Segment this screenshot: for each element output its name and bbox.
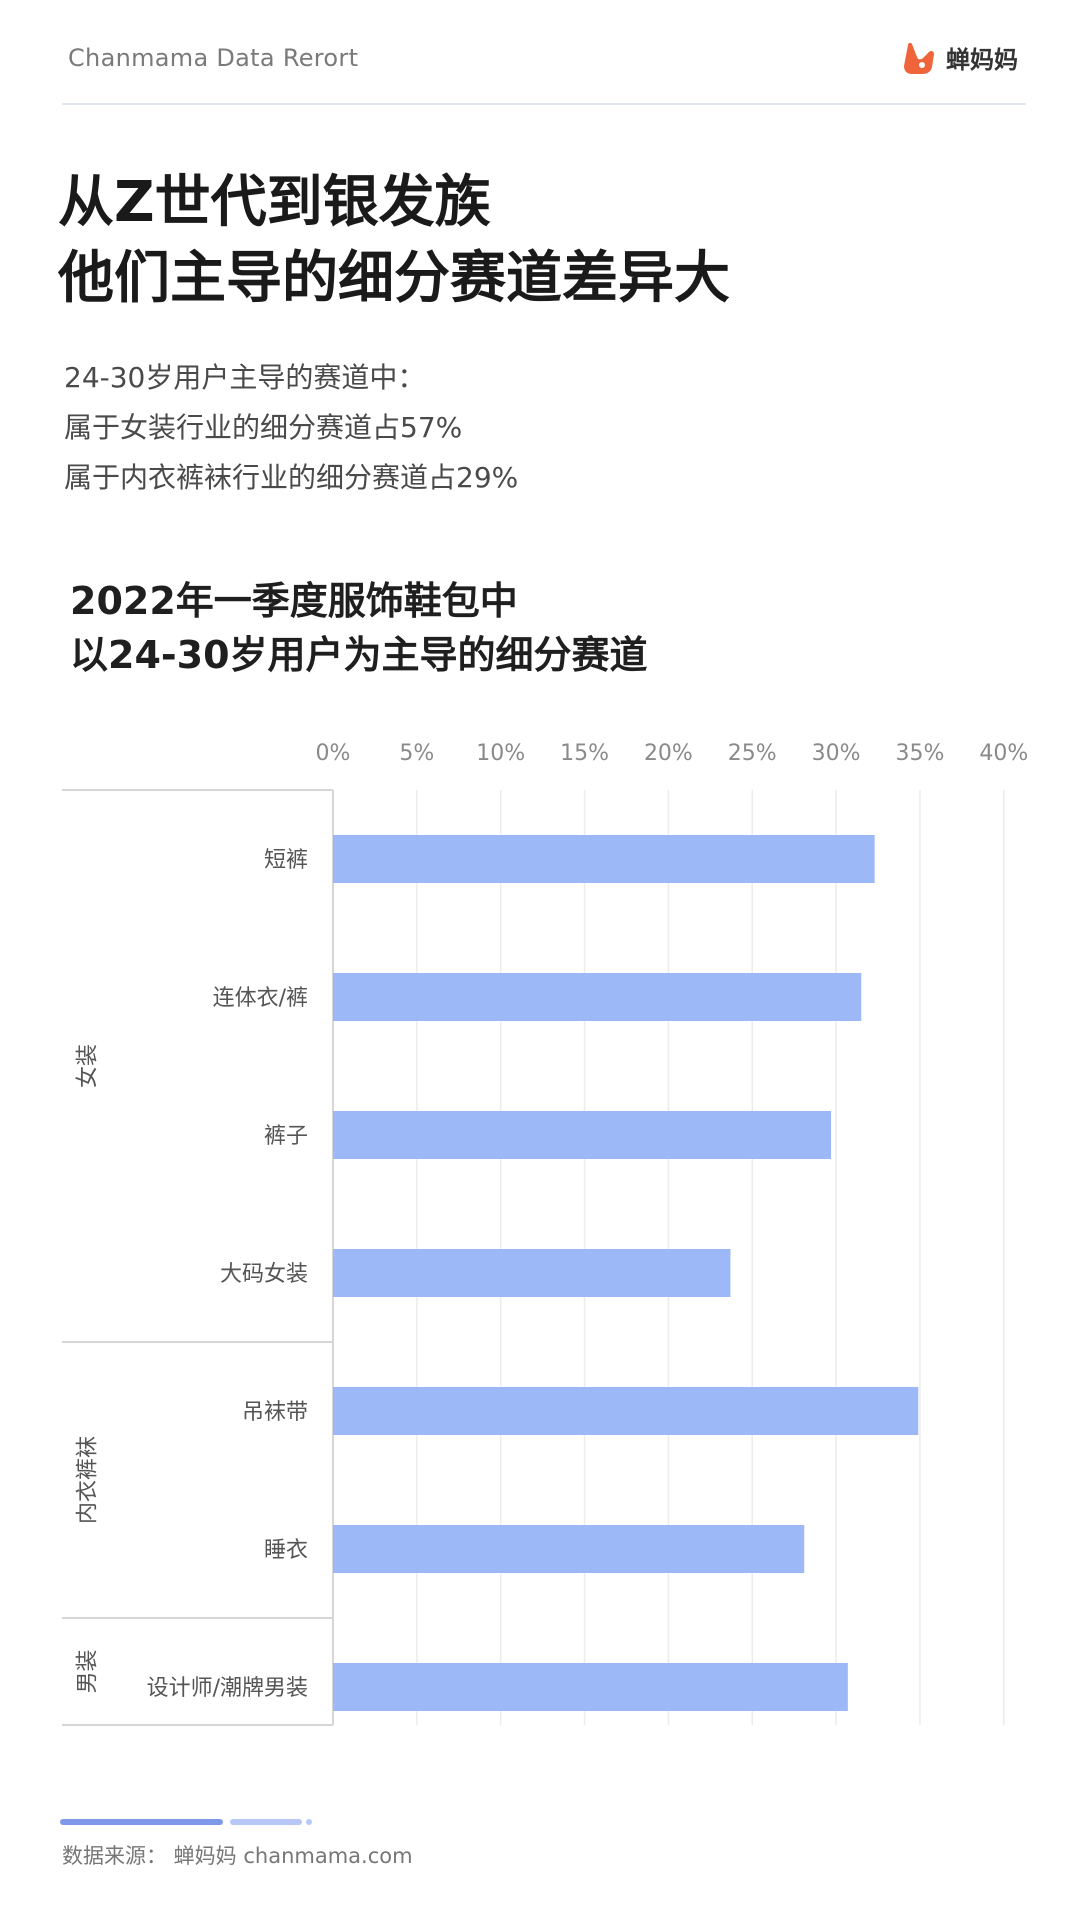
logo-text: 蝉妈妈 — [946, 46, 1018, 74]
page-progress-segment — [230, 1819, 302, 1825]
bar — [333, 973, 862, 1021]
bar — [333, 1387, 919, 1435]
x-tick-label: 35% — [895, 741, 944, 766]
logo: 蝉妈妈 — [902, 40, 1018, 75]
bar — [333, 1111, 832, 1159]
bar — [333, 1249, 731, 1297]
page-title: 从Z世代到银发族 他们主导的细分赛道差异大 — [58, 165, 730, 317]
category-label: 连体衣/裤 — [213, 986, 308, 1011]
category-label: 吊袜带 — [242, 1400, 308, 1425]
x-tick-label: 0% — [316, 741, 351, 766]
page-progress-segment — [60, 1819, 223, 1825]
intro-text: 24-30岁用户主导的赛道中： 属于女装行业的细分赛道占57% 属于内衣裤袜行业… — [64, 353, 518, 503]
category-label: 睡衣 — [264, 1538, 308, 1563]
intro-line-2: 属于女装行业的细分赛道占57% — [64, 411, 463, 444]
group-label: 男装 — [76, 1649, 101, 1693]
page-title-line-1: 从Z世代到银发族 — [58, 170, 491, 235]
bar-chart: 0% 5% 10% 15% 20% 25% 30% 35% 40% 短裤连体衣/裤裤子大码女装吊袜… — [62, 741, 1028, 1726]
x-tick-label: 10% — [476, 741, 525, 766]
category-label: 设计师/潮牌男装 — [147, 1676, 308, 1701]
chart-title-line-1: 2022年一季度服饰鞋包中 — [70, 579, 518, 623]
category-label: 裤子 — [264, 1124, 308, 1149]
page-progress-dot — [306, 1819, 312, 1825]
x-tick-label: 20% — [644, 741, 693, 766]
intro-line-1: 24-30岁用户主导的赛道中： — [64, 361, 426, 394]
category-label: 短裤 — [264, 848, 308, 873]
bar — [333, 1663, 848, 1711]
intro-line-3: 属于内衣裤袜行业的细分赛道占29% — [64, 461, 519, 494]
page-title-line-2: 他们主导的细分赛道差异大 — [58, 246, 730, 311]
header-divider — [62, 103, 1026, 105]
report-brand: Chanmama Data Rerort — [68, 44, 359, 72]
chart-title: 2022年一季度服饰鞋包中 以24-30岁用户为主导的细分赛道 — [70, 574, 648, 682]
x-tick-label: 5% — [399, 741, 434, 766]
bar — [333, 835, 875, 883]
x-tick-label: 15% — [560, 741, 609, 766]
x-tick-label: 40% — [979, 741, 1028, 766]
bar — [333, 1525, 805, 1573]
group-label: 女装 — [76, 1044, 101, 1088]
x-tick-label: 30% — [812, 741, 861, 766]
data-source: 数据来源： 蝉妈妈 chanmama.com — [62, 1844, 413, 1868]
category-label: 大码女装 — [220, 1262, 308, 1287]
x-tick-label: 25% — [728, 741, 777, 766]
group-label: 内衣裤袜 — [76, 1436, 101, 1524]
chart-title-line-2: 以24-30岁用户为主导的细分赛道 — [70, 633, 648, 677]
chanmama-logo-icon — [902, 41, 938, 75]
